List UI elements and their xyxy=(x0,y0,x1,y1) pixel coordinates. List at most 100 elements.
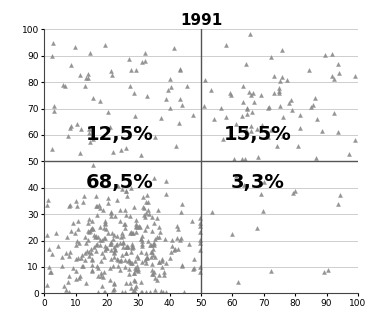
Point xyxy=(102,221,108,227)
Point xyxy=(168,105,173,111)
Point xyxy=(150,247,156,252)
Point xyxy=(133,222,139,227)
Point xyxy=(122,207,128,212)
Point xyxy=(66,204,72,209)
Point xyxy=(148,242,154,247)
Point xyxy=(87,228,93,233)
Point xyxy=(139,259,145,264)
Point xyxy=(142,258,148,263)
Point xyxy=(93,204,99,209)
Point xyxy=(259,123,265,128)
Point xyxy=(331,76,337,81)
Point xyxy=(63,287,69,292)
Point xyxy=(151,242,156,247)
Point xyxy=(163,289,169,295)
Point xyxy=(150,252,156,257)
Point xyxy=(102,221,108,226)
Point xyxy=(80,200,86,205)
Point xyxy=(77,273,83,278)
Point xyxy=(197,220,203,226)
Point xyxy=(130,260,135,266)
Point xyxy=(197,223,203,229)
Point xyxy=(177,97,183,102)
Point xyxy=(108,256,114,261)
Point xyxy=(240,83,246,89)
Point xyxy=(92,244,97,250)
Point xyxy=(234,121,239,126)
Point xyxy=(337,192,343,198)
Point xyxy=(85,249,90,254)
Point xyxy=(99,273,104,278)
Point xyxy=(321,269,327,274)
Point xyxy=(132,278,138,283)
Point xyxy=(102,247,108,253)
Point xyxy=(111,250,117,256)
Point xyxy=(94,212,100,217)
Point xyxy=(142,227,148,232)
Point xyxy=(78,255,84,260)
Point xyxy=(146,242,152,247)
Point xyxy=(114,242,120,247)
Point xyxy=(80,263,86,269)
Point xyxy=(126,266,132,271)
Point xyxy=(197,247,203,253)
Text: 12,5%: 12,5% xyxy=(86,126,154,144)
Point xyxy=(49,53,55,58)
Point xyxy=(132,223,138,229)
Point xyxy=(86,126,92,131)
Point xyxy=(94,264,100,269)
Point xyxy=(177,68,183,73)
Point xyxy=(148,289,154,295)
Point xyxy=(123,264,128,269)
Point xyxy=(114,234,120,239)
Point xyxy=(122,225,128,230)
Point xyxy=(325,267,331,273)
Point xyxy=(145,199,151,204)
Point xyxy=(144,254,150,259)
Title: 1991: 1991 xyxy=(180,13,222,28)
Point xyxy=(90,226,96,231)
Point xyxy=(66,289,72,295)
Point xyxy=(124,250,130,256)
Point xyxy=(179,262,185,267)
Point xyxy=(197,229,203,234)
Point xyxy=(177,237,183,242)
Point xyxy=(44,202,50,208)
Point xyxy=(131,288,137,293)
Point xyxy=(176,120,182,125)
Point xyxy=(265,105,271,111)
Point xyxy=(46,246,52,252)
Point xyxy=(131,271,137,276)
Point xyxy=(129,244,135,249)
Point xyxy=(161,273,167,278)
Point xyxy=(313,155,319,160)
Point xyxy=(175,226,181,231)
Point xyxy=(184,84,190,89)
Point xyxy=(133,267,139,272)
Point xyxy=(145,212,151,217)
Point xyxy=(276,85,282,90)
Point xyxy=(139,59,145,64)
Point xyxy=(59,254,65,259)
Point xyxy=(121,244,127,249)
Point xyxy=(129,230,135,236)
Point xyxy=(59,263,65,268)
Point xyxy=(127,84,133,89)
Point xyxy=(107,266,113,271)
Point xyxy=(289,107,295,112)
Point xyxy=(135,224,141,230)
Point xyxy=(107,124,113,129)
Point xyxy=(179,263,184,268)
Point xyxy=(258,92,264,97)
Point xyxy=(86,250,92,255)
Point xyxy=(131,271,137,276)
Text: 3,3%: 3,3% xyxy=(231,173,284,192)
Point xyxy=(88,226,94,231)
Point xyxy=(97,270,103,275)
Point xyxy=(85,72,91,77)
Point xyxy=(101,289,107,295)
Point xyxy=(67,249,73,254)
Point xyxy=(163,260,169,266)
Point xyxy=(159,289,165,294)
Text: 68,5%: 68,5% xyxy=(86,173,154,192)
